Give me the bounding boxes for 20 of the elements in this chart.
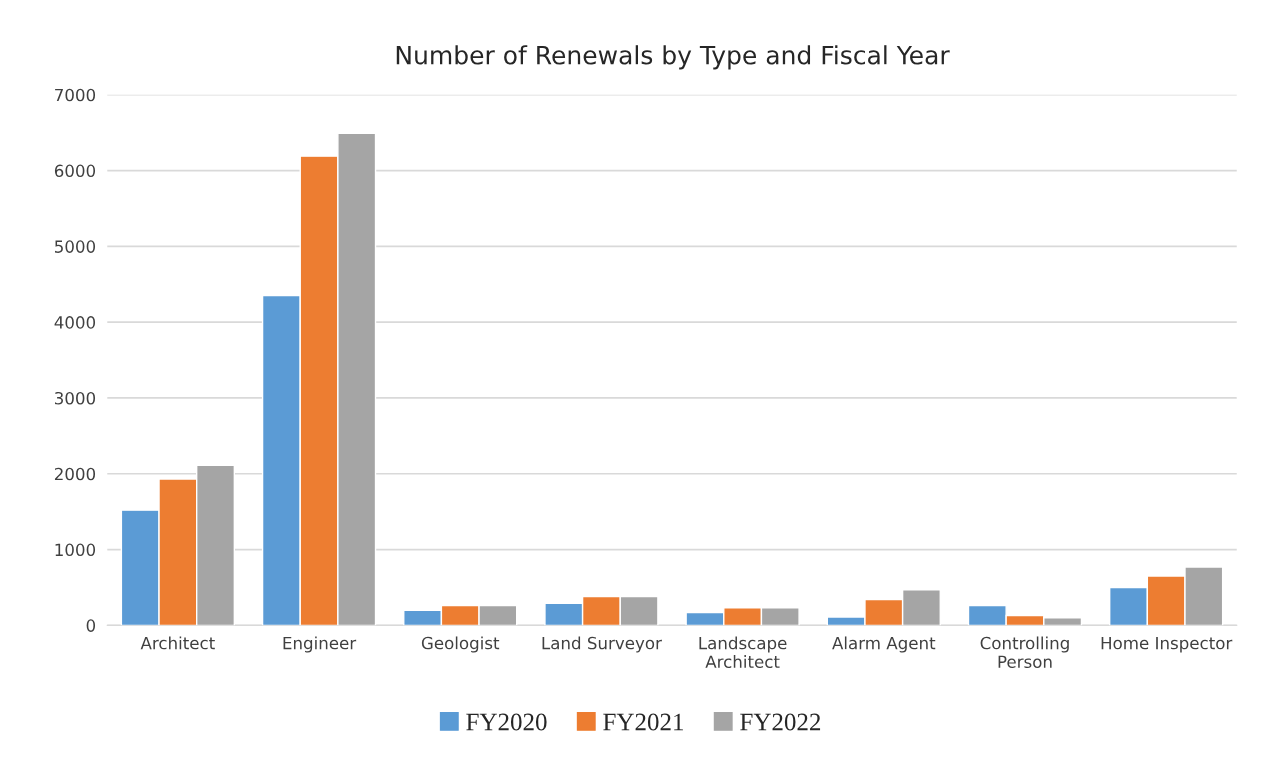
y-tick-label: 7000 xyxy=(55,88,96,102)
y-tick-label: 1000 xyxy=(55,543,96,557)
x-tick-label: Landscape Architect xyxy=(699,636,787,669)
x-tick-label: Architect xyxy=(140,636,215,650)
x-tick-label: Engineer xyxy=(283,636,357,653)
x-tick-label: Geologist xyxy=(421,636,500,653)
x-tick-label: Controlling Person xyxy=(980,636,1069,669)
y-tick-label: 0 xyxy=(86,619,96,632)
y-tick-label: 6000 xyxy=(54,164,96,178)
y-tick-label: 5000 xyxy=(55,240,96,253)
y-tick-label: 4000 xyxy=(54,316,96,329)
legend-label: FY2021 xyxy=(603,713,683,731)
y-tick-label: 3000 xyxy=(55,391,96,405)
x-tick-label: Alarm Agent xyxy=(832,636,936,653)
legend-label: FY2020 xyxy=(466,713,547,731)
y-tick-label: 2000 xyxy=(54,467,96,481)
legend-label: FY2022 xyxy=(740,713,821,731)
x-tick-label: Home Inspector xyxy=(1101,636,1233,653)
x-tick-label: Land Surveyor xyxy=(542,636,662,653)
chart-title: Number of Renewals by Type and Fiscal Year xyxy=(396,45,950,70)
